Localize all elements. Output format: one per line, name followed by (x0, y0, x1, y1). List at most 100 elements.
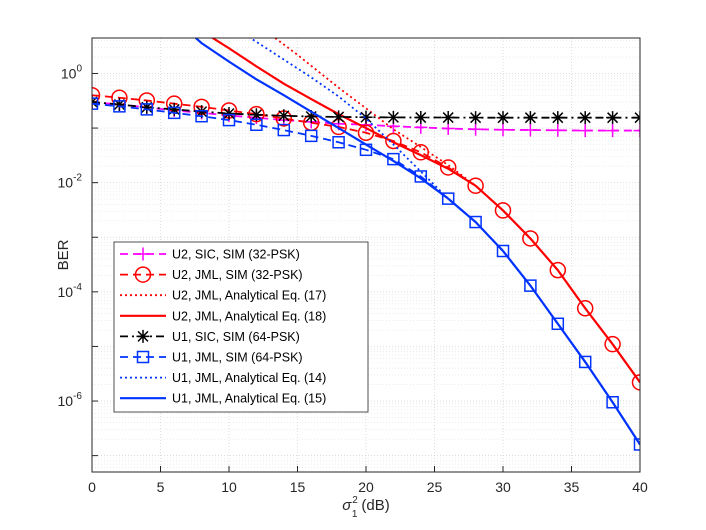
data-point (304, 109, 318, 123)
legend-entry-8: U1, JML, Analytical Eq. (15) (120, 392, 326, 406)
y-tick-exponent: -4 (73, 282, 82, 293)
x-axis-label-sup: 2 (352, 495, 358, 506)
y-tick-base: 10 (58, 284, 74, 300)
data-point (523, 111, 537, 125)
x-axis-label-sub: 1 (352, 509, 358, 520)
data-point (551, 111, 565, 125)
series-5 (92, 95, 640, 125)
legend-label: U2, SIC, SIM (32-PSK) (172, 248, 300, 262)
legend-entry-4: U2, JML, Analytical Eq. (18) (120, 309, 326, 323)
y-tick-label: 10-2 (58, 173, 83, 191)
data-point (441, 192, 455, 205)
data-point (277, 109, 291, 123)
data-point (578, 124, 592, 138)
legend-label: U1, JML, SIM (64-PSK) (172, 351, 303, 365)
data-point (222, 106, 236, 120)
data-point (549, 261, 567, 279)
data-point (167, 106, 181, 120)
series-4 (210, 38, 640, 383)
x-tick-label: 35 (564, 479, 580, 495)
y-tick-label: 10-6 (58, 391, 83, 409)
data-point (469, 122, 483, 136)
x-tick-label: 5 (157, 479, 165, 495)
y-tick-base: 10 (58, 393, 74, 409)
x-axis-label-symbol: σ (342, 497, 352, 514)
data-point (551, 317, 565, 331)
x-tick-label: 0 (88, 479, 96, 495)
legend-entry-6: U1, JML, SIM (64-PSK) (120, 351, 303, 365)
y-tick-exponent: 0 (76, 63, 82, 74)
data-point (332, 135, 345, 149)
data-point (195, 105, 209, 119)
x-tick-label: 20 (358, 479, 374, 495)
legend-entry-3: U2, JML, Analytical Eq. (17) (120, 289, 326, 303)
x-axis-label-unit: (dB) (361, 497, 389, 514)
legend-label: U2, JML, Analytical Eq. (18) (172, 309, 326, 323)
data-point (606, 111, 620, 125)
y-tick-exponent: -2 (73, 173, 82, 184)
y-tick-label: 100 (61, 63, 83, 81)
data-point (386, 110, 400, 124)
data-point (576, 300, 594, 317)
data-point (523, 123, 537, 137)
data-point (250, 118, 263, 132)
data-point (633, 438, 640, 451)
data-point (631, 374, 640, 391)
x-tick-label: 15 (290, 479, 306, 495)
legend-marker (136, 350, 150, 364)
data-point (140, 100, 154, 114)
data-point (496, 244, 510, 258)
data-point (441, 111, 455, 125)
y-tick-base: 10 (61, 65, 77, 81)
data-point (522, 230, 539, 247)
data-point (578, 111, 592, 125)
data-point (469, 111, 483, 125)
x-tick-label: 40 (632, 479, 648, 495)
x-axis-label: σ2 1(dB) (342, 495, 390, 520)
data-point (222, 113, 236, 127)
y-tick-exponent: -6 (73, 391, 82, 402)
data-point (113, 100, 126, 113)
data-point (467, 177, 484, 194)
data-point (441, 122, 455, 136)
x-tick-label: 25 (427, 479, 443, 495)
data-point (633, 124, 640, 138)
data-point (140, 103, 154, 116)
y-tick-label: 10-4 (58, 282, 83, 300)
x-tick-label: 30 (495, 479, 511, 495)
legend-label: U2, JML, SIM (32-PSK) (172, 268, 303, 282)
legend-marker (136, 329, 150, 343)
data-point (551, 123, 565, 137)
data-point (606, 124, 620, 138)
data-point (304, 129, 318, 143)
series-line (210, 38, 640, 383)
data-point (249, 108, 263, 122)
x-tick-label: 10 (221, 479, 237, 495)
legend-entry-5: U1, SIC, SIM (64-PSK) (120, 330, 300, 344)
series-line (92, 94, 640, 383)
data-point (112, 98, 126, 112)
legend-marker (134, 266, 152, 283)
legend-entry-7: U1, JML, Analytical Eq. (14) (120, 371, 326, 385)
legend-label: U2, JML, Analytical Eq. (17) (172, 289, 326, 303)
legend-marker (136, 247, 150, 261)
series-8 (194, 38, 640, 446)
legend-label: U1, JML, Analytical Eq. (14) (172, 371, 326, 385)
data-point (496, 123, 510, 137)
series-line (194, 38, 640, 446)
legend: U2, SIC, SIM (32-PSK) U2, JML, SIM (32-PS… (113, 241, 369, 413)
data-point (92, 97, 99, 110)
legend-box (113, 241, 369, 413)
data-point (195, 109, 208, 123)
y-axis-label: BER (55, 239, 72, 270)
data-point (277, 123, 291, 137)
data-point (604, 335, 621, 353)
data-point (332, 110, 346, 124)
legend-label: U1, SIC, SIM (64-PSK) (172, 330, 300, 344)
data-point (496, 111, 510, 125)
data-point (469, 215, 482, 229)
y-tick-base: 10 (58, 175, 74, 191)
legend-entry-1: U2, SIC, SIM (32-PSK) (120, 247, 300, 262)
legend-label: U1, JML, Analytical Eq. (15) (172, 392, 326, 406)
